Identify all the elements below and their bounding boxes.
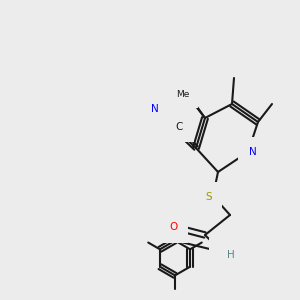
Text: H: H [227, 250, 235, 260]
Text: N: N [249, 147, 256, 157]
Text: Me: Me [176, 90, 189, 99]
Text: N: N [220, 248, 227, 259]
Text: O: O [169, 222, 177, 233]
Text: S: S [205, 193, 212, 202]
Text: N: N [151, 103, 158, 113]
Text: C: C [176, 122, 183, 131]
